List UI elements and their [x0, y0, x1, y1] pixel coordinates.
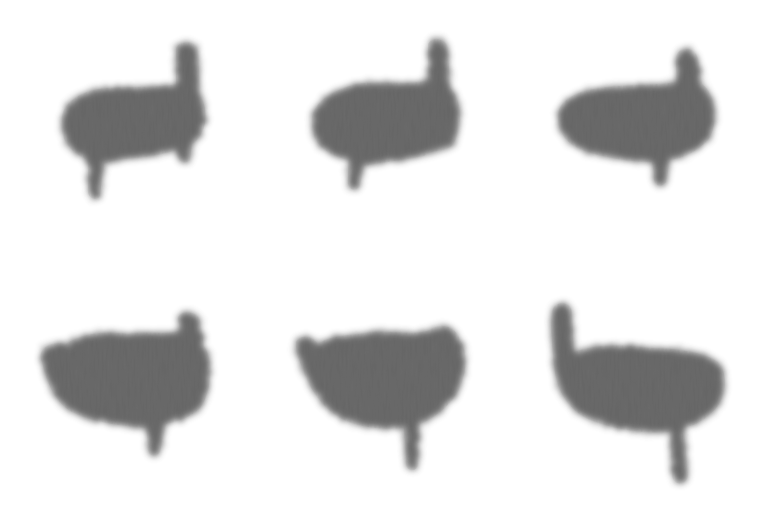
charcoal-figure-4: [40, 312, 211, 456]
charcoal-figure-6: [551, 303, 725, 484]
charcoal-figure-2: [311, 39, 460, 190]
charcoal-figure-3: [557, 48, 715, 186]
charcoal-figure-1: [61, 42, 206, 199]
charcoal-figure-5: [295, 325, 466, 471]
